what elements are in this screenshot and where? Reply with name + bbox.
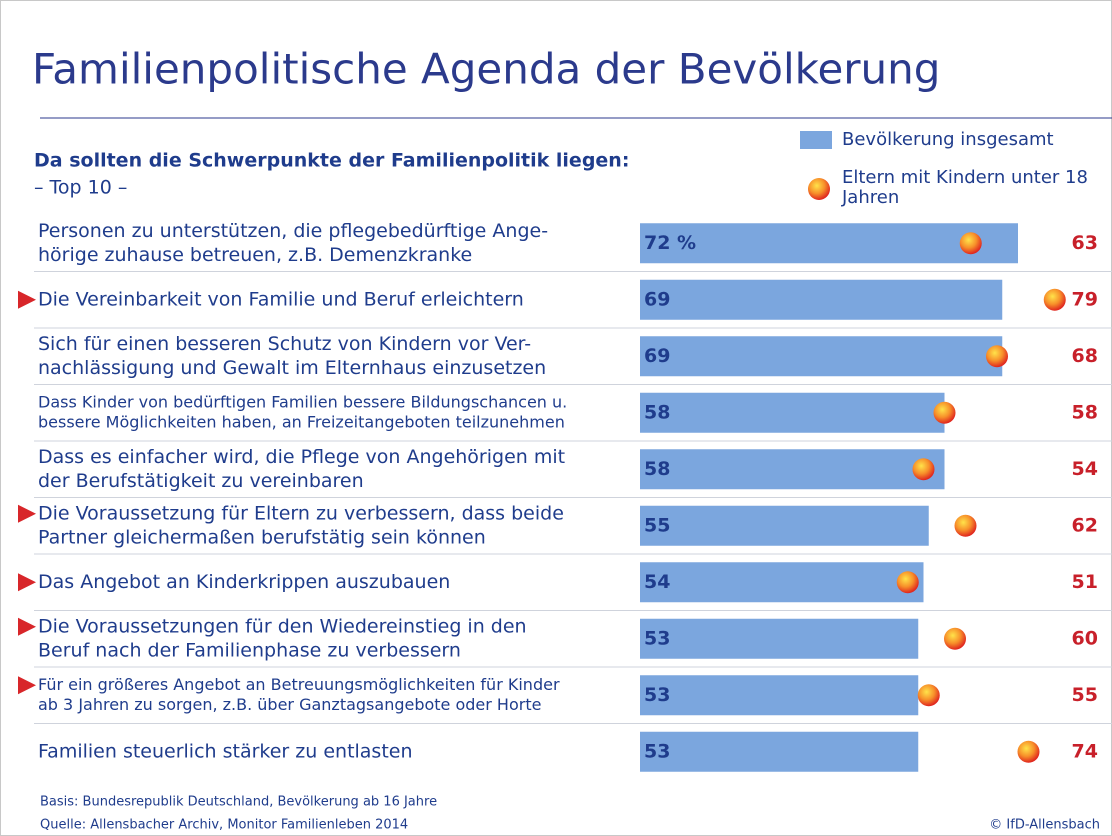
category-label: Das Angebot an Kinderkrippen auszubauen xyxy=(38,571,450,593)
category-label: ab 3 Jahren zu sorgen, z.B. über Ganztag… xyxy=(38,695,541,714)
bar-value-label: 53 xyxy=(644,740,670,762)
bar xyxy=(640,505,929,546)
bar-value-label: 58 xyxy=(644,401,670,423)
bar xyxy=(640,675,919,716)
highlight-marker xyxy=(18,573,36,592)
category-label: Familien steuerlich stärker zu entlasten xyxy=(38,740,413,762)
dot-value-label: 62 xyxy=(1072,514,1098,536)
dot xyxy=(896,571,919,594)
legend-swatch xyxy=(808,178,830,200)
dot xyxy=(944,627,966,650)
dot-value-label: 60 xyxy=(1072,627,1098,649)
legend-swatch xyxy=(800,131,832,149)
highlight-marker xyxy=(18,676,36,695)
category-label: bessere Möglichkeiten haben, an Freizeit… xyxy=(38,412,565,431)
bar-value-label: 69 xyxy=(644,345,670,367)
note: Basis: Bundesrepublik Deutschland, Bevöl… xyxy=(40,795,437,810)
category-label: Sich für einen besseren Schutz von Kinde… xyxy=(38,333,531,355)
highlight-marker xyxy=(18,617,36,636)
dot-value-label: 74 xyxy=(1072,740,1098,762)
dot-value-label: 55 xyxy=(1072,684,1098,706)
category-label: Beruf nach der Familienphase zu verbesse… xyxy=(38,639,461,661)
category-label: der Berufstätigkeit zu vereinbaren xyxy=(38,470,364,492)
chart-title: Familienpolitische Agenda der Bevölkerun… xyxy=(32,45,940,94)
category-label: Dass es einfacher wird, die Pflege von A… xyxy=(38,446,565,468)
bar-value-label: 69 xyxy=(644,288,670,310)
category-label: Dass Kinder von bedürftigen Familien bes… xyxy=(38,392,567,411)
category-label: Partner gleichermaßen berufstätig sein k… xyxy=(38,526,486,548)
category-label: Für ein größeres Angebot an Betreuungsmö… xyxy=(38,675,560,694)
dot xyxy=(954,514,977,537)
highlight-marker xyxy=(18,504,36,523)
highlight-marker xyxy=(18,290,36,309)
dot xyxy=(1043,288,1066,311)
bar-value-label: 53 xyxy=(644,627,670,649)
category-label: Die Vereinbarkeit von Familie und Beruf … xyxy=(38,288,524,310)
dot-value-label: 51 xyxy=(1072,571,1098,593)
dot xyxy=(933,401,956,424)
bar xyxy=(640,449,945,490)
dot xyxy=(917,684,940,707)
dot-value-label: 54 xyxy=(1072,458,1098,480)
bar xyxy=(640,731,919,772)
note: Quelle: Allensbacher Archiv, Monitor Fam… xyxy=(40,818,408,833)
dot xyxy=(912,458,935,481)
dot-value-label: 79 xyxy=(1072,288,1098,310)
legend-label: Eltern mit Kindern unter 18 Jahren xyxy=(842,167,1088,208)
bar-value-label: 54 xyxy=(644,571,670,593)
bar xyxy=(640,223,1018,264)
bar-value-label: 58 xyxy=(644,458,670,480)
dot-value-label: 63 xyxy=(1072,232,1098,254)
subtitle: Da sollten die Schwerpunkte der Familien… xyxy=(34,150,629,172)
bar xyxy=(640,618,919,659)
category-label: nachlässigung und Gewalt im Elternhaus e… xyxy=(38,357,546,379)
bar xyxy=(640,562,924,603)
category-label: Die Voraussetzungen für den Wiedereinsti… xyxy=(38,615,527,637)
category-label: Die Voraussetzung für Eltern zu verbesse… xyxy=(38,502,564,524)
dot xyxy=(1017,740,1040,763)
bar-value-label: 53 xyxy=(644,684,670,706)
legend-label: Bevölkerung insgesamt xyxy=(842,129,1054,150)
subtitle: – Top 10 – xyxy=(34,177,127,199)
bar xyxy=(640,392,945,433)
credit: © IfD-Allensbach xyxy=(989,818,1100,833)
bar-value-label: 72 % xyxy=(644,232,696,254)
bar xyxy=(640,279,1003,320)
category-label: hörige zuhause betreuen, z.B. Demenzkran… xyxy=(38,244,472,266)
category-label: Personen zu unterstützen, die pflegebedü… xyxy=(38,220,548,242)
dot-value-label: 68 xyxy=(1072,345,1098,367)
dot xyxy=(986,345,1008,368)
dot xyxy=(959,232,982,255)
bar xyxy=(640,336,1003,377)
bar-value-label: 55 xyxy=(644,514,670,536)
dot-value-label: 58 xyxy=(1072,401,1098,423)
